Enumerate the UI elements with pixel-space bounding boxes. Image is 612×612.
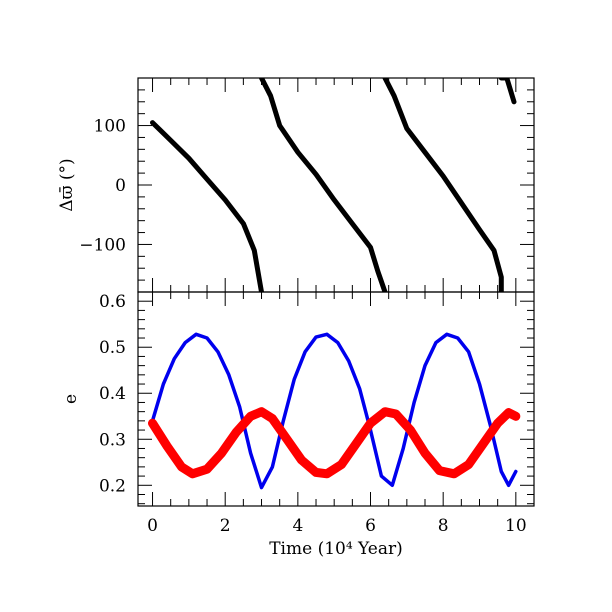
top-panel-ticks [138,77,535,293]
bottom-panel-frame [137,291,535,507]
x-tick-label: 4 [292,516,303,536]
series-line [148,407,521,479]
x-tick-label: 0 [147,516,158,536]
y-tick-label: 0.3 [99,430,126,450]
top-y-axis-title: Δϖ̄ (°) [57,158,77,211]
x-tick-label: 2 [220,516,231,536]
series-line [382,78,504,292]
series-line [498,78,517,105]
x-tick-label: 10 [505,516,527,536]
series-line [150,332,518,490]
y-tick-label: 0.5 [99,338,126,358]
x-tick-label: 8 [438,516,449,536]
y-tick-label: 0 [115,176,126,196]
y-tick-label: −100 [79,235,126,255]
top-panel-series [150,78,517,292]
y-tick-label: 0.4 [99,384,126,404]
x-tick-label: 6 [365,516,376,536]
bottom-y-axis-title: e [61,394,81,404]
bottom-panel-series [148,332,521,490]
series-line [150,120,264,292]
y-tick-label: 0.6 [99,292,126,312]
top-panel: −100 0 100 Δϖ̄ (°) [57,77,535,293]
bottom-panel-tick-labels: 0 2 4 6 8 10 0.2 0.3 0.4 0.5 0.6 [99,292,527,536]
y-tick-label: 0.2 [99,476,126,496]
bottom-panel-ticks [138,291,535,506]
series-line [259,78,388,292]
bottom-panel: 0 2 4 6 8 10 0.2 0.3 0.4 0.5 0.6 e Time (10⁴ Year) [61,291,535,559]
x-axis-title: Time (10⁴ Year) [269,539,403,559]
top-panel-tick-labels: −100 0 100 [79,117,126,256]
top-panel-frame [137,77,535,293]
y-tick-label: 100 [94,117,126,137]
